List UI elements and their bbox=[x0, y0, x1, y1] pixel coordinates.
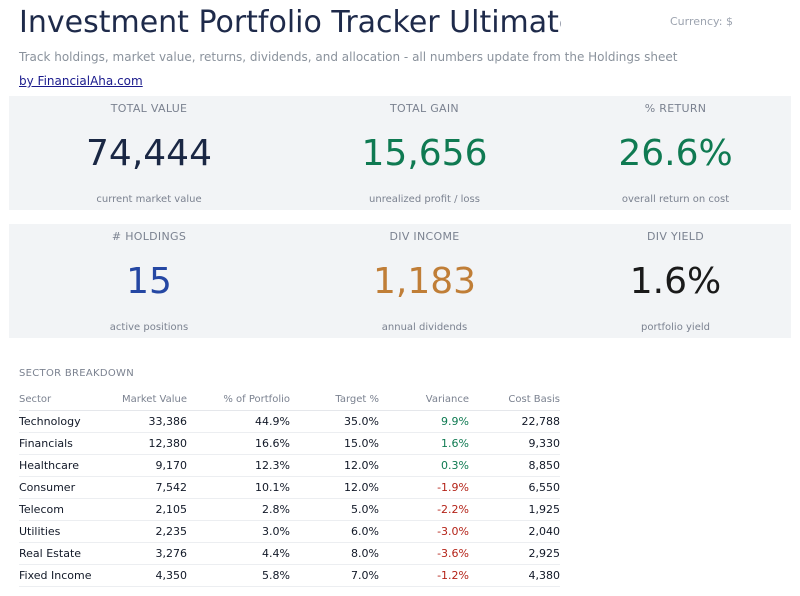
cell-market-value: 9,170 bbox=[103, 454, 187, 477]
cell-pct-portfolio: 16.6% bbox=[187, 432, 290, 455]
cell-variance: -3.0% bbox=[379, 520, 469, 543]
kpi-card-div-yield: DIV YIELD 1.6% portfolio yield bbox=[560, 224, 791, 338]
cell-market-value: 7,542 bbox=[103, 476, 187, 499]
cell-cost-basis: 9,330 bbox=[469, 432, 560, 455]
kpi-desc: current market value bbox=[96, 194, 202, 205]
kpi-value: 26.6% bbox=[618, 133, 733, 174]
kpi-label: TOTAL GAIN bbox=[390, 102, 459, 115]
column-header: % of Portfolio bbox=[187, 388, 290, 411]
page-subtitle: Track holdings, market value, returns, d… bbox=[19, 50, 678, 64]
cell-sector: Financials bbox=[19, 432, 103, 455]
table-header-row: Sector Market Value % of Portfolio Targe… bbox=[19, 388, 560, 411]
cell-pct-portfolio: 3.0% bbox=[187, 520, 290, 543]
byline-link[interactable]: by FinancialAha.com bbox=[19, 74, 143, 88]
currency-label: Currency: $ bbox=[670, 15, 733, 28]
cell-target: 35.0% bbox=[290, 410, 379, 433]
kpi-desc: portfolio yield bbox=[641, 322, 710, 333]
kpi-label: % RETURN bbox=[644, 102, 707, 115]
table-row: Telecom 2,105 2.8% 5.0% -2.2% 1,925 bbox=[19, 498, 560, 521]
table-row: Healthcare 9,170 12.3% 12.0% 0.3% 8,850 bbox=[19, 454, 560, 477]
sector-breakdown-title: SECTOR BREAKDOWN bbox=[19, 368, 135, 379]
cell-market-value: 12,380 bbox=[103, 432, 187, 455]
cell-cost-basis: 6,550 bbox=[469, 476, 560, 499]
kpi-card-total-gain: TOTAL GAIN 15,656 unrealized profit / lo… bbox=[289, 96, 560, 210]
column-header: Variance bbox=[379, 388, 469, 411]
kpi-card-total-value: TOTAL VALUE 74,444 current market value bbox=[9, 96, 289, 210]
cell-target: 8.0% bbox=[290, 542, 379, 565]
cell-cost-basis: 22,788 bbox=[469, 410, 560, 433]
cell-variance: -1.2% bbox=[379, 564, 469, 587]
page-title: Investment Portfolio Tracker Ultimate bbox=[19, 5, 561, 40]
cell-cost-basis: 4,380 bbox=[469, 564, 560, 587]
kpi-value: 1,183 bbox=[372, 261, 477, 302]
kpi-card-pct-return: % RETURN 26.6% overall return on cost bbox=[560, 96, 791, 210]
cell-target: 12.0% bbox=[290, 476, 379, 499]
cell-variance: -2.2% bbox=[379, 498, 469, 521]
cell-variance: 9.9% bbox=[379, 410, 469, 433]
column-header: Target % bbox=[290, 388, 379, 411]
column-header: Sector bbox=[19, 388, 103, 411]
kpi-label: DIV YIELD bbox=[647, 230, 704, 243]
cell-target: 12.0% bbox=[290, 454, 379, 477]
cell-pct-portfolio: 2.8% bbox=[187, 498, 290, 521]
cell-cost-basis: 8,850 bbox=[469, 454, 560, 477]
kpi-label: # HOLDINGS bbox=[111, 230, 187, 243]
cell-variance: -3.6% bbox=[379, 542, 469, 565]
sector-breakdown-table: Sector Market Value % of Portfolio Targe… bbox=[19, 388, 560, 587]
kpi-desc: overall return on cost bbox=[621, 194, 730, 205]
kpi-label: DIV INCOME bbox=[389, 230, 460, 243]
kpi-value: 15 bbox=[126, 261, 172, 302]
cell-market-value: 2,105 bbox=[103, 498, 187, 521]
cell-cost-basis: 1,925 bbox=[469, 498, 560, 521]
cell-variance: 1.6% bbox=[379, 432, 469, 455]
cell-variance: 0.3% bbox=[379, 454, 469, 477]
table-row: Consumer 7,542 10.1% 12.0% -1.9% 6,550 bbox=[19, 476, 560, 499]
cell-pct-portfolio: 12.3% bbox=[187, 454, 290, 477]
cell-market-value: 4,350 bbox=[103, 564, 187, 587]
kpi-desc: active positions bbox=[109, 322, 189, 333]
cell-sector: Real Estate bbox=[19, 542, 103, 565]
table-row: Technology 33,386 44.9% 35.0% 9.9% 22,78… bbox=[19, 410, 560, 433]
kpi-value: 15,656 bbox=[361, 133, 488, 174]
cell-market-value: 33,386 bbox=[103, 410, 187, 433]
cell-target: 5.0% bbox=[290, 498, 379, 521]
cell-variance: -1.9% bbox=[379, 476, 469, 499]
cell-target: 6.0% bbox=[290, 520, 379, 543]
table-row: Financials 12,380 16.6% 15.0% 1.6% 9,330 bbox=[19, 432, 560, 455]
kpi-value: 1.6% bbox=[629, 261, 722, 302]
cell-pct-portfolio: 5.8% bbox=[187, 564, 290, 587]
cell-pct-portfolio: 44.9% bbox=[187, 410, 290, 433]
cell-target: 15.0% bbox=[290, 432, 379, 455]
cell-sector: Technology bbox=[19, 410, 103, 433]
kpi-value: 74,444 bbox=[86, 133, 212, 174]
cell-market-value: 3,276 bbox=[103, 542, 187, 565]
cell-pct-portfolio: 10.1% bbox=[187, 476, 290, 499]
cell-market-value: 2,235 bbox=[103, 520, 187, 543]
kpi-card-div-income: DIV INCOME 1,183 annual dividends bbox=[289, 224, 560, 338]
kpi-label: TOTAL VALUE bbox=[110, 102, 188, 115]
kpi-card-holdings: # HOLDINGS 15 active positions bbox=[9, 224, 289, 338]
cell-target: 7.0% bbox=[290, 564, 379, 587]
cell-cost-basis: 2,925 bbox=[469, 542, 560, 565]
kpi-desc: annual dividends bbox=[381, 322, 468, 333]
cell-sector: Telecom bbox=[19, 498, 103, 521]
kpi-desc: unrealized profit / loss bbox=[369, 194, 480, 205]
table-row: Fixed Income 4,350 5.8% 7.0% -1.2% 4,380 bbox=[19, 564, 560, 587]
cell-sector: Healthcare bbox=[19, 454, 103, 477]
table-row: Utilities 2,235 3.0% 6.0% -3.0% 2,040 bbox=[19, 520, 560, 543]
cell-pct-portfolio: 4.4% bbox=[187, 542, 290, 565]
cell-sector: Fixed Income bbox=[19, 564, 103, 587]
cell-cost-basis: 2,040 bbox=[469, 520, 560, 543]
table-row: Real Estate 3,276 4.4% 8.0% -3.6% 2,925 bbox=[19, 542, 560, 565]
column-header: Cost Basis bbox=[469, 388, 560, 411]
cell-sector: Utilities bbox=[19, 520, 103, 543]
kpi-row-2: # HOLDINGS 15 active positions DIV INCOM… bbox=[9, 224, 791, 338]
cell-sector: Consumer bbox=[19, 476, 103, 499]
kpi-row-1: TOTAL VALUE 74,444 current market value … bbox=[9, 96, 791, 210]
column-header: Market Value bbox=[103, 388, 187, 411]
